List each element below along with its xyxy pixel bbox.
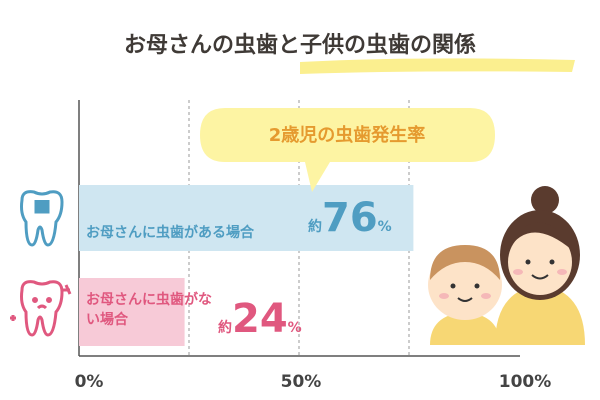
- callout-text: 2歳児の虫歯発生率: [269, 124, 426, 146]
- title-highlight: [300, 58, 575, 74]
- bar: [79, 185, 414, 251]
- bar: [79, 278, 185, 346]
- tooth-icon-blue: [20, 190, 64, 247]
- x-tick-label: 50%: [280, 372, 322, 392]
- callout-bubble: [200, 108, 495, 192]
- x-tick-label: 100%: [498, 372, 552, 392]
- value-label: 約24%: [218, 296, 302, 342]
- x-tick-label: 0%: [74, 372, 104, 392]
- tooth-icon-pink: [10, 280, 72, 337]
- category-label: お母さんに虫歯がない場合: [86, 292, 212, 328]
- chart-title: お母さんの虫歯と子供の虫歯の関係: [124, 32, 476, 58]
- value-label: 約76%: [308, 195, 392, 241]
- category-label: お母さんに虫歯がある場合: [86, 225, 254, 241]
- family-illustration: [428, 186, 585, 345]
